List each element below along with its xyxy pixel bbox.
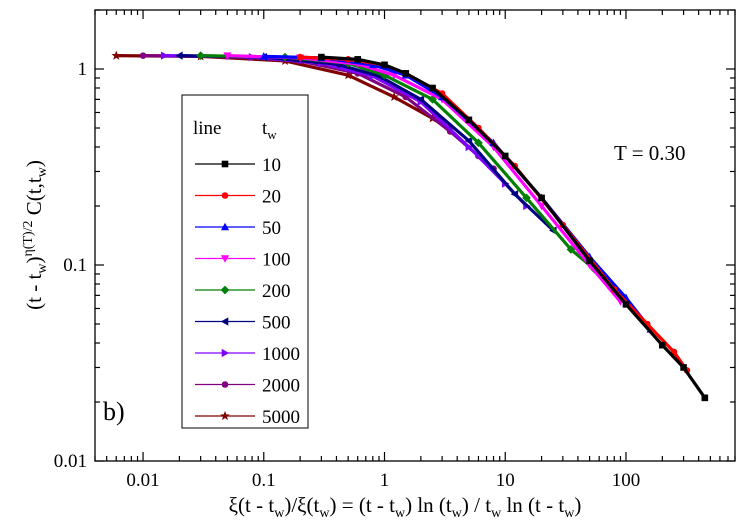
data-point xyxy=(318,53,325,61)
data-point xyxy=(522,193,531,203)
data-point xyxy=(622,301,630,308)
x-tick-label: 1 xyxy=(380,470,390,491)
legend-item-5000: 5000 xyxy=(195,407,300,428)
y-tick-label: 0.01 xyxy=(54,451,87,472)
panel-label: b) xyxy=(103,397,125,426)
legend-marker xyxy=(220,285,230,295)
axis-ticks xyxy=(94,9,736,462)
data-point xyxy=(465,142,474,152)
series-line xyxy=(298,55,689,372)
series-10 xyxy=(318,53,709,402)
y-tick-label: 1 xyxy=(78,59,88,80)
x-tick-label: 10 xyxy=(496,470,515,491)
legend-item-100: 100 xyxy=(195,250,291,271)
legend-box xyxy=(181,94,309,429)
data-point xyxy=(428,95,437,104)
data-point xyxy=(381,61,388,69)
legend-label: 1000 xyxy=(262,344,300,365)
data-point xyxy=(175,51,183,60)
data-point xyxy=(343,70,353,80)
series-layer xyxy=(111,50,709,402)
data-point xyxy=(402,70,410,77)
x-tick-label: 0.01 xyxy=(126,470,159,491)
series-line xyxy=(262,54,653,331)
data-point xyxy=(701,394,709,402)
legend-header-line: line xyxy=(193,118,222,139)
data-point xyxy=(161,51,169,60)
legend-label: 5000 xyxy=(262,407,300,428)
legend-label: 200 xyxy=(262,281,291,302)
legend-label: 2000 xyxy=(262,376,300,397)
legend-marker xyxy=(220,222,230,231)
data-point xyxy=(670,348,678,356)
data-point xyxy=(586,257,593,265)
legend-marker xyxy=(221,381,229,388)
legend-label: 100 xyxy=(262,250,291,271)
legend-marker xyxy=(221,192,229,199)
axis-tick-labels: 0.01 0.1 1 10 100 0.01 0.1 1 xyxy=(54,59,640,491)
data-point xyxy=(464,136,473,145)
legend-item-50: 50 xyxy=(195,218,281,239)
legend-item-200: 200 xyxy=(195,281,291,302)
data-point xyxy=(389,91,399,102)
legend-item-500: 500 xyxy=(195,313,291,334)
data-point xyxy=(538,194,545,202)
x-tick-label: 100 xyxy=(612,470,641,491)
data-point xyxy=(537,202,546,211)
x-tick-label: 0.1 xyxy=(252,470,276,491)
y-tick-label: 0.1 xyxy=(63,255,87,276)
series-50 xyxy=(259,52,655,333)
legend-marker xyxy=(220,317,229,326)
data-point xyxy=(429,84,436,92)
legend-marker xyxy=(220,410,230,421)
legend-marker xyxy=(220,255,230,263)
data-point xyxy=(465,116,473,124)
data-point xyxy=(139,52,147,59)
data-point xyxy=(296,53,304,61)
series-20 xyxy=(296,53,691,374)
legend-item-20: 20 xyxy=(195,187,281,208)
legend-label: 20 xyxy=(262,187,281,208)
y-axis-label: (t - tw)η(T)/2 C(t,tw) xyxy=(21,160,50,310)
data-point xyxy=(501,152,509,160)
x-axis-label: ξ(t - tw)/ξ(tw) = (t - tw) ln (tw) / tw … xyxy=(229,493,582,521)
data-point xyxy=(111,50,122,60)
data-point xyxy=(566,245,576,254)
legend-label: 10 xyxy=(262,155,281,176)
data-point xyxy=(659,341,666,349)
data-point xyxy=(474,138,483,148)
legend-label: 50 xyxy=(262,218,281,239)
plot-frame xyxy=(94,9,736,462)
legend-marker xyxy=(221,160,229,168)
data-point xyxy=(680,364,687,371)
data-point xyxy=(510,189,519,199)
data-point xyxy=(259,52,268,60)
data-point xyxy=(196,51,205,60)
legend-item-2000: 2000 xyxy=(195,376,300,397)
data-point xyxy=(416,95,425,104)
legend-marker xyxy=(221,348,230,358)
legend-items: 10 20 50 100 200 500 1000 2000 5000 xyxy=(195,155,300,428)
data-point xyxy=(354,56,362,63)
annotation-temperature: T = 0.30 xyxy=(614,141,686,165)
data-point xyxy=(223,52,232,60)
legend-label: 500 xyxy=(262,313,291,334)
legend-item-10: 10 xyxy=(195,155,281,176)
legend-item-1000: 1000 xyxy=(195,344,300,365)
series-line xyxy=(319,55,707,400)
